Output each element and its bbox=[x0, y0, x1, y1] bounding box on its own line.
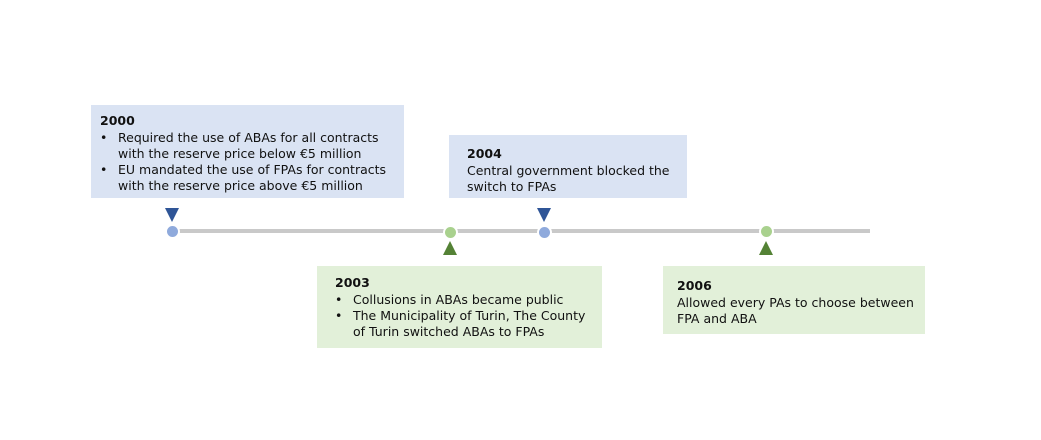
list-item: • The Municipality of Turin, The County o… bbox=[335, 308, 586, 339]
event-2003-list: • Collusions in ABAs became public • The M… bbox=[335, 292, 594, 340]
event-2000-dot bbox=[165, 224, 180, 239]
event-2004-dot bbox=[537, 225, 552, 240]
timeline-axis bbox=[172, 229, 870, 233]
event-2000-year: 2000 bbox=[100, 113, 135, 128]
event-2006-dot bbox=[759, 224, 774, 239]
event-2004-text: Central government blocked the switch to… bbox=[467, 163, 670, 194]
event-2004-year: 2004 bbox=[467, 146, 502, 161]
event-2006-text: Allowed every PAs to choose between FPA … bbox=[677, 295, 914, 326]
list-item: • Collusions in ABAs became public bbox=[335, 292, 564, 307]
event-2003-box: 2003 • Collusions in ABAs became public •… bbox=[317, 266, 602, 348]
list-item: • EU mandated the use of FPAs for contrac… bbox=[100, 162, 387, 193]
event-2004-box: 2004 Central government blocked the swit… bbox=[449, 135, 687, 198]
event-2003-marker bbox=[443, 241, 457, 255]
event-2000-marker bbox=[165, 208, 179, 222]
event-2000-box: 2000 • Required the use of ABAs for all c… bbox=[91, 105, 404, 198]
event-2003-year: 2003 bbox=[335, 275, 370, 290]
event-2006-box: 2006 Allowed every PAs to choose between… bbox=[663, 266, 925, 334]
list-item: • Required the use of ABAs for all contra… bbox=[100, 130, 379, 161]
event-2006-marker bbox=[759, 241, 773, 255]
event-2006-year: 2006 bbox=[677, 278, 712, 293]
event-2004-marker bbox=[537, 208, 551, 222]
event-2003-dot bbox=[443, 225, 458, 240]
event-2000-list: • Required the use of ABAs for all contra… bbox=[100, 130, 396, 194]
